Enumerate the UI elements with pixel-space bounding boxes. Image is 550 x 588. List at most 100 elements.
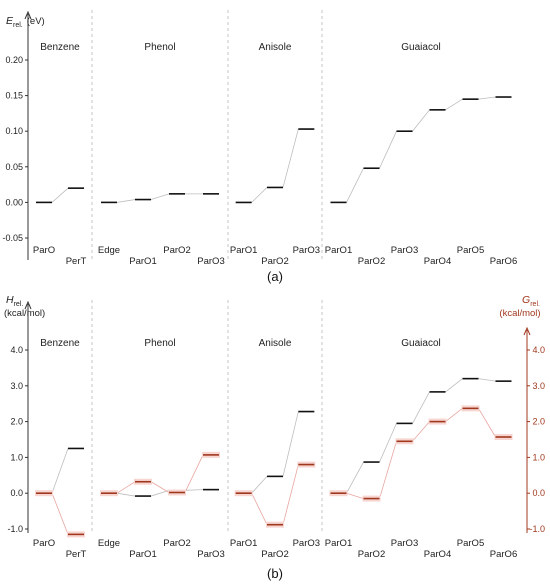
connector-line: [116, 492, 136, 497]
category-label: ParO3: [197, 549, 224, 560]
connector-line: [412, 109, 430, 132]
y-tick-label: 0.00: [5, 197, 23, 207]
connector-line: [346, 461, 364, 494]
connector-line: [445, 378, 463, 393]
category-label: ParO1: [325, 245, 352, 256]
y-axis-label: Hrel.: [6, 294, 23, 308]
y-tick-label: 3.0: [10, 381, 23, 391]
y2-axis-unit: (kcal/mol): [499, 308, 540, 319]
panel-a-energy-chart: Erel. (eV) -0.05 0.00 0.05 0.10 0.15 0.20 Benzen…: [2, 10, 517, 284]
connector-line: [150, 193, 170, 200]
category-label: ParO1: [230, 538, 257, 549]
y2-tick-label: 0.0: [532, 488, 545, 498]
y-tick-label: 0.05: [5, 162, 23, 172]
category-label: ParO5: [457, 538, 484, 549]
category-label: ParO: [33, 245, 55, 256]
group-label-phenol: Phenol: [144, 42, 175, 53]
y-axis-label: Erel. (eV): [6, 15, 45, 29]
connector-line: [478, 378, 496, 382]
y-tick-label: 0.15: [5, 91, 23, 101]
category-label: ParO: [33, 538, 55, 549]
category-label: ParO3: [391, 245, 418, 256]
y-tick-label: -1.0: [7, 524, 23, 534]
category-label: ParO3: [197, 256, 224, 267]
connector-line: [282, 464, 299, 525]
connector-line: [412, 391, 430, 424]
y-tick-label: 0.0: [10, 488, 23, 498]
category-label: ParO4: [424, 549, 451, 560]
y2-tick-label: 2.0: [532, 417, 545, 427]
y-tick-label: 0.20: [5, 55, 23, 65]
connector-line: [184, 489, 204, 491]
y2-tick-label: -1.0: [529, 524, 545, 534]
category-label: ParO1: [325, 538, 352, 549]
connector-line: [282, 411, 299, 477]
connector-line: [150, 489, 170, 497]
category-label: ParO3: [293, 245, 320, 256]
y-axis-arrow: [24, 10, 32, 20]
category-label: ParO2: [261, 549, 288, 560]
y-axis-arrow: [24, 300, 32, 310]
panel-label: (b): [267, 566, 283, 581]
category-label: ParO3: [391, 538, 418, 549]
connector-line: [150, 481, 170, 493]
category-label: ParO6: [490, 256, 517, 267]
group-label-phenol: Phenol: [144, 338, 175, 349]
category-label: ParO1: [230, 245, 257, 256]
y-tick-label: -0.05: [2, 233, 23, 243]
category-label: ParO2: [261, 256, 288, 267]
category-label: ParO2: [163, 538, 190, 549]
category-label: PerT: [66, 549, 87, 560]
category-label: ParO2: [358, 256, 385, 267]
connector-line: [51, 448, 69, 494]
connector-line: [412, 421, 430, 442]
connector-line: [379, 441, 397, 499]
y-tick-label: 4.0: [10, 345, 23, 355]
connector-line: [445, 98, 463, 111]
connector-line: [251, 493, 268, 525]
category-label: ParO2: [358, 549, 385, 560]
group-label-benzene: Benzene: [40, 42, 80, 53]
y2-axis-label: Grel.: [522, 294, 540, 308]
category-label: Edge: [98, 538, 120, 549]
connector-line: [379, 423, 397, 463]
category-label: ParO6: [490, 549, 517, 560]
panel-b-enthalpy-chart: Hrel.(kcal/mol)-1.00.01.02.03.04.0-1.00.…: [4, 294, 545, 581]
category-label: ParO3: [293, 538, 320, 549]
connector-line: [346, 492, 364, 499]
group-label-anisole: Anisole: [259, 338, 292, 349]
y-tick-label: 2.0: [10, 417, 23, 427]
connector-line: [251, 187, 268, 203]
connector-line: [282, 128, 299, 188]
panel-label: (a): [267, 269, 283, 284]
connector-line: [478, 96, 496, 100]
y2-tick-label: 3.0: [532, 381, 545, 391]
category-label: ParO2: [163, 245, 190, 256]
connector-line: [478, 408, 496, 438]
category-label: PerT: [66, 256, 87, 267]
category-label: ParO1: [129, 549, 156, 560]
category-label: ParO4: [424, 256, 451, 267]
connector-line: [445, 408, 463, 422]
y-tick-label: 0.10: [5, 126, 23, 136]
connector-line: [116, 481, 136, 494]
group-label-guaiacol: Guaiacol: [401, 42, 440, 53]
category-label: ParO1: [129, 256, 156, 267]
connector-line: [184, 454, 204, 493]
connector-line: [346, 168, 364, 203]
connector-line: [379, 131, 397, 169]
connector-line: [51, 493, 69, 535]
group-label-guaiacol: Guaiacol: [401, 338, 440, 349]
y-axis-unit: (kcal/mol): [4, 308, 45, 319]
y2-tick-label: 1.0: [532, 452, 545, 462]
y2-tick-label: 4.0: [532, 345, 545, 355]
connector-line: [51, 187, 69, 203]
y-tick-label: 1.0: [10, 452, 23, 462]
y2-axis-arrow: [523, 326, 531, 336]
connector-line: [116, 199, 136, 203]
group-label-anisole: Anisole: [259, 42, 292, 53]
category-label: ParO5: [457, 245, 484, 256]
connector-line: [251, 476, 268, 494]
group-label-benzene: Benzene: [40, 338, 80, 349]
